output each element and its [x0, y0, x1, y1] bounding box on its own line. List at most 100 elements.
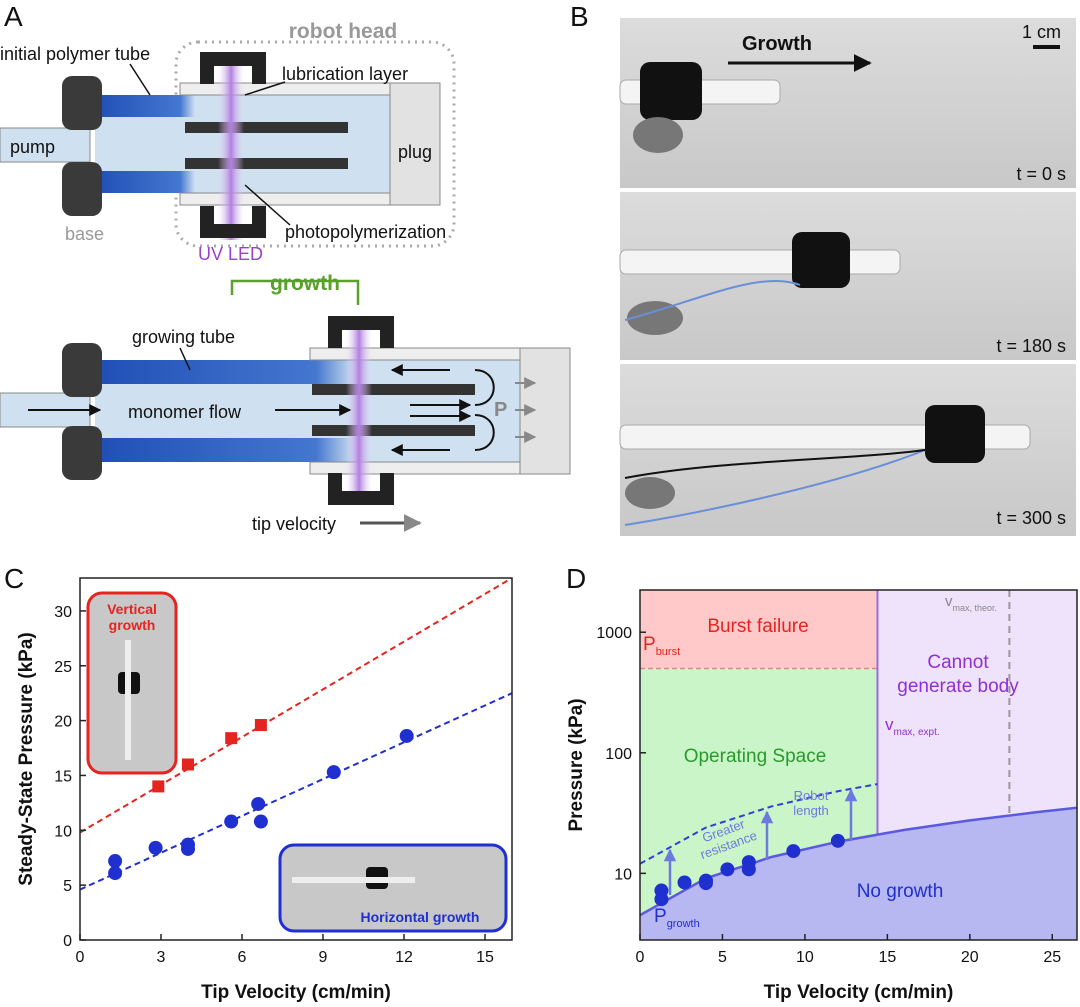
tube — [95, 438, 355, 462]
annotation: Pgrowth — [654, 906, 700, 930]
label: growing tube — [132, 327, 235, 347]
x-tick-label: 20 — [961, 949, 979, 966]
growth-bracket — [230, 279, 360, 305]
label: t = 0 s — [1016, 164, 1066, 184]
label: 1 cm — [1022, 22, 1061, 42]
annotation-sub: max, theor. — [953, 603, 998, 613]
point — [654, 892, 669, 907]
label: P — [494, 399, 507, 421]
panel-label: D — [566, 563, 586, 594]
panel-label: C — [4, 563, 24, 594]
leader — [129, 63, 151, 96]
inset-photo — [278, 843, 508, 933]
plot-frame — [79, 577, 513, 941]
annotation-line: Robot — [794, 788, 829, 803]
tube — [95, 171, 195, 193]
series-line — [80, 578, 512, 834]
panel-b: B Growth 1 cm t = 0 s t = 180 s t = 300 … — [570, 1, 1076, 536]
annotation-main: P — [654, 906, 667, 927]
annotation: vmax, theor. — [945, 593, 997, 613]
annotation: vmax, expt. — [885, 715, 940, 738]
point — [251, 796, 266, 811]
annotation-main: v — [945, 593, 953, 610]
pump-rod — [0, 127, 91, 163]
point — [225, 732, 238, 745]
point — [253, 814, 268, 829]
x-tick-label: 0 — [76, 949, 85, 966]
base — [62, 76, 102, 130]
x-tick-label: 3 — [157, 949, 166, 966]
plot-frame — [639, 589, 1078, 941]
annotation-main: P — [643, 634, 656, 655]
panel-a: A robot head initial polymer tube lubric… — [0, 1, 571, 534]
label: plug — [398, 142, 432, 162]
y-tick-label: 10 — [614, 866, 632, 883]
point — [152, 780, 165, 793]
point — [720, 862, 735, 877]
rod — [185, 158, 348, 169]
x-tick-label: 0 — [636, 949, 645, 966]
label: Growth — [742, 33, 812, 55]
rod — [312, 384, 475, 395]
annotation: Pburst — [643, 634, 680, 658]
annotation-line: Horizontal growth — [361, 909, 480, 925]
annotation: Horizontal growth — [361, 909, 480, 925]
annotation-line: Cannot — [927, 652, 989, 673]
plot-area: Vertical growth Horizontal growth — [80, 578, 512, 933]
series-line — [640, 806, 1077, 917]
label: lubrication layer — [282, 64, 408, 84]
point — [224, 814, 239, 829]
point — [399, 728, 414, 743]
base — [62, 343, 102, 397]
base — [62, 162, 102, 216]
point — [786, 844, 801, 859]
photo-content — [619, 62, 1031, 526]
point — [254, 718, 267, 731]
point — [698, 876, 713, 891]
annotation-line: length — [793, 803, 828, 818]
tube — [95, 360, 355, 384]
y-tick-label: 10 — [54, 823, 72, 840]
y-tick-label: 100 — [605, 746, 632, 763]
x-tick-label: 15 — [476, 949, 494, 966]
y-tick-label: 5 — [63, 878, 72, 895]
label: t = 180 s — [996, 336, 1066, 356]
x-tick-label: 5 — [718, 949, 727, 966]
annotation-line: growth — [109, 617, 156, 633]
point — [326, 765, 341, 780]
point — [677, 875, 692, 890]
point — [830, 833, 845, 848]
led-holder — [328, 316, 394, 505]
series-line — [80, 692, 512, 891]
annotation-sub: max, expt. — [894, 727, 940, 738]
point — [181, 841, 195, 856]
label: growth — [270, 272, 340, 295]
x-tick-label: 12 — [395, 949, 413, 966]
x-axis-title: Tip Velocity (cm/min) — [764, 982, 954, 1003]
leader — [244, 81, 286, 96]
annotation-sub: growth — [667, 918, 700, 930]
annotation: Burst failure — [707, 616, 808, 637]
y-tick-label: 25 — [54, 659, 72, 676]
point — [108, 866, 123, 881]
uv-beam — [218, 60, 244, 240]
panel-d: D 0 5 10 15 20 25 10 100 1000 Tip Velocity (cm/mi… — [566, 563, 1078, 1003]
x-tick-label: 10 — [796, 949, 814, 966]
label: robot head — [289, 20, 398, 43]
y-tick-label: 30 — [54, 604, 72, 621]
point — [182, 758, 194, 771]
label: monomer flow — [128, 402, 242, 422]
panel-label: B — [570, 1, 589, 32]
rod — [312, 425, 475, 436]
y-tick-label: 15 — [54, 768, 72, 785]
leader — [244, 184, 291, 226]
plot-area — [640, 590, 1077, 940]
x-tick-label: 9 — [319, 949, 328, 966]
x-axis-title: Tip Velocity (cm/min) — [201, 982, 391, 1003]
label: photopolymerization — [285, 222, 446, 242]
annotation: Operating Space — [684, 746, 827, 767]
no-growth-area — [640, 807, 1077, 940]
label: tip velocity — [252, 514, 336, 534]
rod — [185, 122, 348, 133]
plug — [389, 82, 441, 206]
